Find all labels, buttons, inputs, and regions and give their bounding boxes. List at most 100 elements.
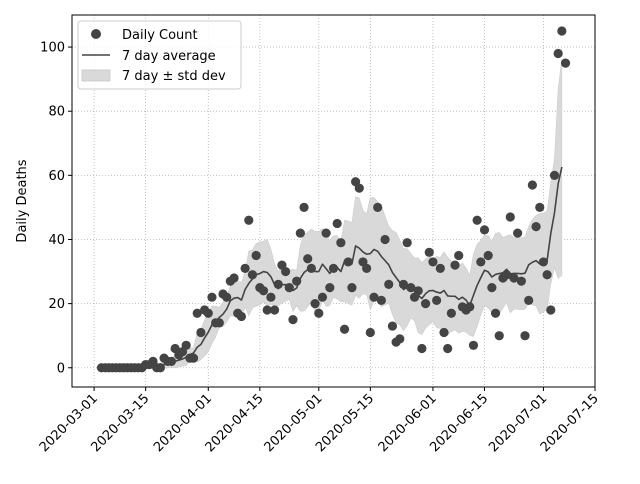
daily-count-point [347,282,357,293]
daily-count-point [222,292,232,302]
daily-count-point [188,353,199,363]
daily-count-point [524,295,534,306]
daily-count-point [362,263,372,273]
daily-count-point [155,363,165,373]
daily-count-point [432,295,442,306]
y-tick-label: 80 [48,105,65,120]
daily-count-point [516,276,526,286]
std-dev-band [101,58,563,370]
daily-count-point [387,321,398,331]
daily-count-point [406,282,416,293]
daily-count-point [339,324,350,334]
y-axis: 0 20 40 60 80 100 [40,41,72,376]
daily-count-point [538,257,549,267]
daily-count-point [273,279,283,289]
daily-count-point [369,292,379,302]
daily-count-point [314,308,324,318]
daily-count-point [295,228,305,238]
daily-count-point [483,250,493,261]
daily-count-point [310,299,320,309]
legend-label-band: 7 day ± std dev [122,69,226,84]
daily-count-point [505,212,515,222]
legend-box [77,20,242,90]
daily-count-point [376,295,386,306]
daily-count-point [402,238,412,248]
daily-count-point [454,250,464,261]
daily-count-point [549,170,560,180]
daily-count-point [192,308,202,318]
daily-count-point [446,308,456,318]
legend-marker-band [81,69,111,82]
y-tick-label: 100 [40,41,65,56]
daily-count-point [490,308,501,318]
daily-count-point [509,273,519,283]
daily-count-point [439,327,449,338]
daily-count-point [306,263,316,273]
daily-count-point [244,215,254,225]
daily-count-point [181,340,191,350]
daily-count-point [557,26,567,36]
daily-count-point [424,247,434,257]
daily-count-point [380,234,390,245]
daily-count-point [299,202,309,213]
daily-count-point [303,254,313,264]
daily-count-point [236,311,247,322]
daily-count-point [328,263,339,273]
daily-count-point [292,276,302,286]
y-tick-label: 60 [48,169,65,184]
daily-count-point [472,215,482,225]
daily-count-point [288,315,298,325]
daily-count-point [332,218,342,229]
daily-count-point [494,331,504,341]
y-tick-label: 20 [48,297,65,312]
daily-count-point [476,257,486,267]
legend-marker-daily [91,29,101,39]
daily-count-point [502,270,512,280]
daily-count-point [214,318,224,328]
daily-count-point [207,292,217,302]
daily-count-point [262,305,272,315]
daily-count-point [527,180,537,190]
daily-count-point [325,282,335,293]
daily-count-point [560,58,571,68]
daily-count-point [321,228,331,238]
daily-count-point [435,263,445,273]
daily-count-point [535,202,545,213]
daily-count-point [395,334,405,344]
daily-count-point [465,302,475,312]
daily-count-point [166,356,177,366]
plot-area-frame [71,14,596,388]
daily-count-point [196,327,206,338]
daily-count-point [317,292,328,302]
daily-count-point [531,222,541,232]
daily-count-point [269,305,280,315]
daily-count-point [553,48,563,59]
legend-label-daily: Daily Count [122,28,198,43]
daily-count-point [203,308,213,318]
daily-count-point [398,279,409,289]
y-tick-label: 40 [48,233,65,248]
daily-count-point [247,270,258,280]
daily-count-point [240,263,250,273]
daily-count-point [373,202,383,213]
legend-label-average: 7 day average [122,49,216,64]
daily-count-point [420,299,431,309]
daily-count-point [450,260,460,270]
x-axis: 2020-03-012020-03-152020-04-012020-04-15… [37,387,602,455]
daily-count-point [487,282,497,293]
daily-count-point [229,273,239,283]
daily-count-point [513,228,523,238]
daily-count-point [542,270,552,280]
daily-count-point [468,340,479,350]
y-tick-label: 0 [57,361,65,376]
daily-count-point [384,279,394,289]
daily-count-point [479,225,490,235]
daily-count-point [281,266,291,277]
daily-count-point [336,238,346,248]
daily-count-point [251,250,261,261]
daily-points-layer [96,26,571,373]
daily-count-point [417,343,427,354]
daily-count-point [343,257,353,267]
